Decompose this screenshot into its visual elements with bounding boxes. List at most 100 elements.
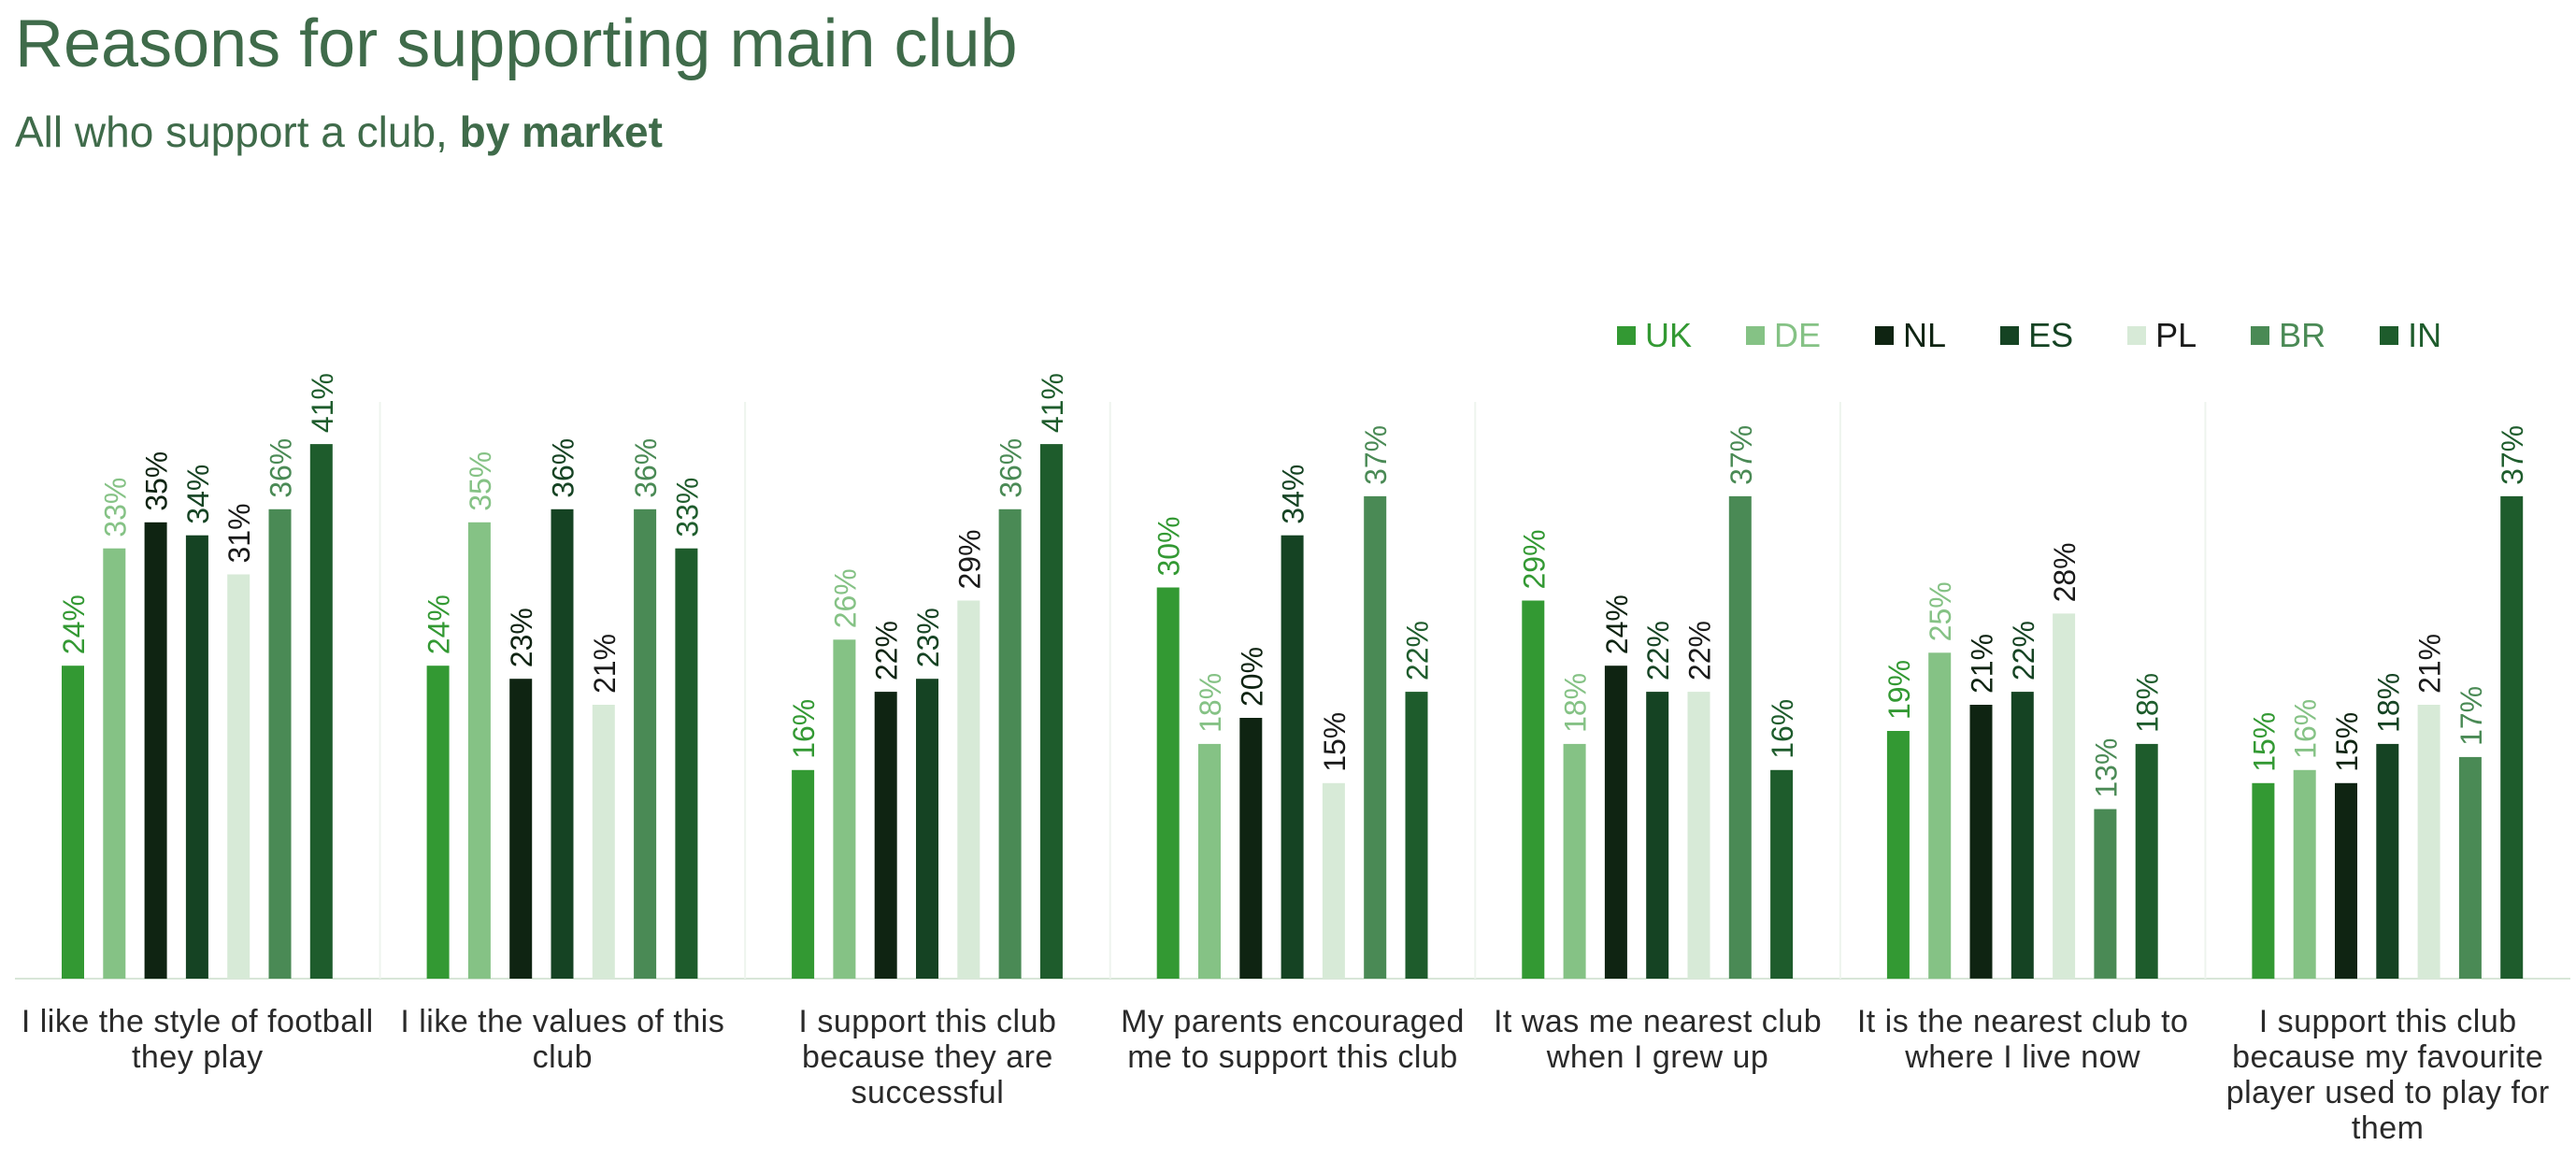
bar-in (1039, 444, 1063, 980)
bar-uk (1156, 587, 1180, 979)
bar-in (2135, 743, 2158, 979)
bar-es (2376, 743, 2399, 979)
legend-swatch (1875, 326, 1895, 345)
bar-nl (1604, 666, 1627, 979)
data-label: 26% (828, 568, 862, 628)
bar-de (1928, 652, 1952, 980)
bar-de (467, 522, 491, 980)
bar-de (103, 548, 126, 979)
category-label: It was me nearest club when I grew up (1493, 1004, 1823, 1075)
bar-in (1770, 769, 1794, 979)
bar-br (2458, 756, 2482, 979)
bar-es (551, 508, 574, 979)
subtitle-prefix: All who support a club, (15, 107, 460, 156)
bar-nl (874, 692, 897, 979)
bar-es (1646, 692, 1669, 979)
legend-swatch (2000, 326, 2020, 345)
bar-br (1364, 495, 1387, 979)
data-label: 41% (1036, 373, 1069, 433)
bar-uk (2252, 782, 2275, 980)
bar-nl (1239, 718, 1263, 979)
data-label: 19% (1882, 660, 1916, 720)
data-label: 23% (911, 608, 945, 667)
bar-uk (426, 666, 450, 979)
legend-swatch (2380, 326, 2399, 345)
bar-de (833, 639, 856, 979)
data-label: 34% (1277, 465, 1310, 524)
bar-es (185, 535, 208, 979)
category-label: I support this club because my favourite… (2225, 1004, 2550, 1146)
data-label: 16% (1766, 699, 1799, 759)
bar-nl (144, 522, 167, 980)
data-label: 20% (1235, 647, 1268, 707)
legend-item-pl: PL (2127, 316, 2197, 355)
bar-br (1728, 495, 1752, 979)
bar-in (309, 444, 333, 980)
subtitle-bold: by market (459, 107, 663, 156)
category-label: I like the values of this club (400, 1004, 725, 1075)
legend-swatch (1617, 326, 1636, 345)
data-label: 18% (1559, 673, 1593, 733)
legend-item-nl: NL (1875, 316, 1946, 355)
bar-pl (227, 574, 250, 979)
data-label: 33% (98, 478, 132, 537)
legend-item-es: ES (2000, 316, 2073, 355)
data-label: 22% (2007, 621, 2040, 680)
bar-uk (792, 769, 815, 979)
data-label: 36% (629, 438, 663, 498)
bar-in (1405, 692, 1428, 979)
bar-pl (1687, 692, 1710, 979)
bar-br (998, 508, 1022, 979)
bar-de (1563, 743, 1586, 979)
data-label: 24% (1600, 594, 1634, 654)
data-label: 30% (1152, 516, 1186, 576)
data-label: 34% (181, 465, 215, 524)
bar-de (1198, 743, 1221, 979)
legend-swatch (1746, 326, 1766, 345)
bar-es (916, 679, 938, 979)
data-label: 28% (2048, 542, 2082, 602)
data-label: 22% (1683, 621, 1717, 680)
legend-label: ES (2028, 316, 2074, 354)
bar-br (268, 508, 292, 979)
data-label: 41% (306, 373, 339, 433)
bar-nl (509, 679, 533, 979)
legend-label: NL (1903, 316, 1947, 354)
bar-pl (1322, 782, 1345, 980)
data-label: 33% (670, 478, 704, 537)
data-label: 17% (2454, 686, 2488, 746)
bar-pl (2053, 613, 2076, 979)
bar-es (1281, 535, 1304, 979)
legend-swatch (2251, 326, 2270, 345)
bar-nl (2335, 782, 2357, 980)
data-label: 22% (870, 621, 904, 680)
data-label: 35% (140, 451, 174, 511)
data-label: 37% (1359, 425, 1393, 485)
data-label: 24% (422, 594, 456, 654)
chart-legend: UK DE NL ES PL BR IN (1617, 316, 2496, 355)
data-label: 31% (222, 503, 256, 563)
legend-item-in: IN (2380, 316, 2441, 355)
data-label: 29% (952, 529, 986, 589)
chart-title: Reasons for supporting main club (15, 7, 1018, 81)
bar-pl (592, 705, 615, 979)
legend-item-uk: UK (1617, 316, 1692, 355)
data-label: 18% (1194, 673, 1227, 733)
legend-label: DE (1774, 316, 1822, 354)
data-label: 22% (1401, 621, 1435, 680)
legend-swatch (2127, 326, 2147, 345)
data-label: 21% (1966, 634, 1999, 694)
data-label: 15% (1318, 712, 1352, 772)
data-label: 18% (2131, 673, 2165, 733)
category-label: My parents encouraged me to support this… (1121, 1004, 1465, 1075)
legend-label: PL (2155, 316, 2197, 354)
data-label: 16% (2289, 699, 2323, 759)
data-label: 25% (1924, 581, 1957, 641)
data-label: 18% (2371, 673, 2405, 733)
data-label: 15% (2247, 712, 2281, 772)
data-label: 37% (2496, 425, 2529, 485)
bar-uk (1522, 600, 1545, 979)
bar-in (2500, 495, 2524, 979)
data-label: 36% (265, 438, 298, 498)
data-label: 24% (57, 594, 91, 654)
